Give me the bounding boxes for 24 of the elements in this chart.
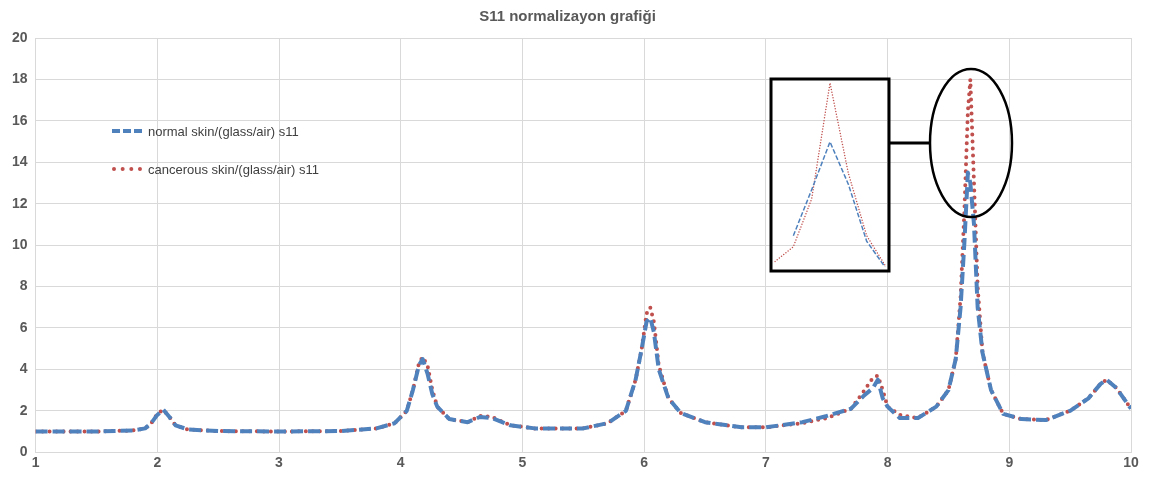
y-tick-label: 4 [19,360,28,377]
x-tick-label: 4 [396,454,405,471]
y-tick-label: 12 [11,194,28,211]
x-tick-label: 10 [1123,454,1139,471]
x-tick-label: 3 [275,454,284,471]
x-tick-label: 9 [1005,454,1014,471]
legend-label: cancerous skin/(glass/air) s11 [148,161,319,177]
x-tick-label: 7 [761,454,770,471]
y-tick-label: 14 [11,153,28,170]
y-tick-label: 2 [19,401,28,418]
x-tick-label: 1 [31,454,40,471]
y-tick-label: 0 [19,443,28,460]
x-tick-label: 6 [640,454,649,471]
y-tick-label: 10 [11,235,28,252]
y-tick-label: 18 [11,70,28,87]
y-tick-label: 20 [11,28,28,45]
legend-label: normal skin/(glass/air) s11 [148,123,299,139]
y-tick-label: 16 [11,111,28,128]
x-tick-label: 2 [153,454,162,471]
y-tick-label: 6 [19,318,28,335]
x-tick-label: 5 [518,454,527,471]
y-tick-label: 8 [19,277,28,294]
chart-title: S11 normalizayon grafiği [479,7,656,25]
x-tick-label: 8 [883,454,892,471]
